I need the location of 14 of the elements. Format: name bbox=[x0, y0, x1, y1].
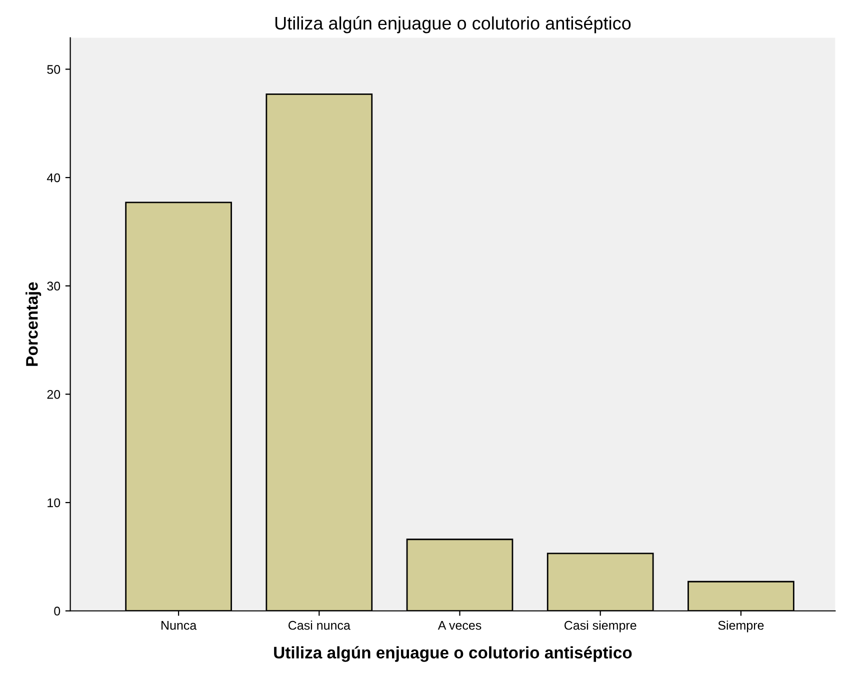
y-tick-label: 20 bbox=[47, 390, 60, 399]
x-axis-title: Utiliza algún enjuague o colutorio antiséptico bbox=[274, 646, 632, 662]
y-tick-label: 10 bbox=[48, 498, 60, 508]
x-tick-label: A veces bbox=[438, 621, 482, 630]
y-tick-label: 40 bbox=[46, 173, 60, 182]
x-tick-label: Siempre bbox=[718, 620, 764, 632]
y-tick-label: 50 bbox=[47, 65, 60, 74]
x-tick-label: Casi siempre bbox=[564, 620, 636, 632]
x-tick-label: Nunca bbox=[162, 621, 197, 630]
y-tick-label: 30 bbox=[47, 282, 60, 291]
chart-title: Utiliza algún enjuague o colutorio antiséptico bbox=[275, 16, 631, 34]
y-axis-title: Porcentaje bbox=[26, 282, 42, 366]
y-tick-label: 0 bbox=[54, 606, 60, 616]
x-tick-label: Casi nunca bbox=[288, 620, 350, 630]
